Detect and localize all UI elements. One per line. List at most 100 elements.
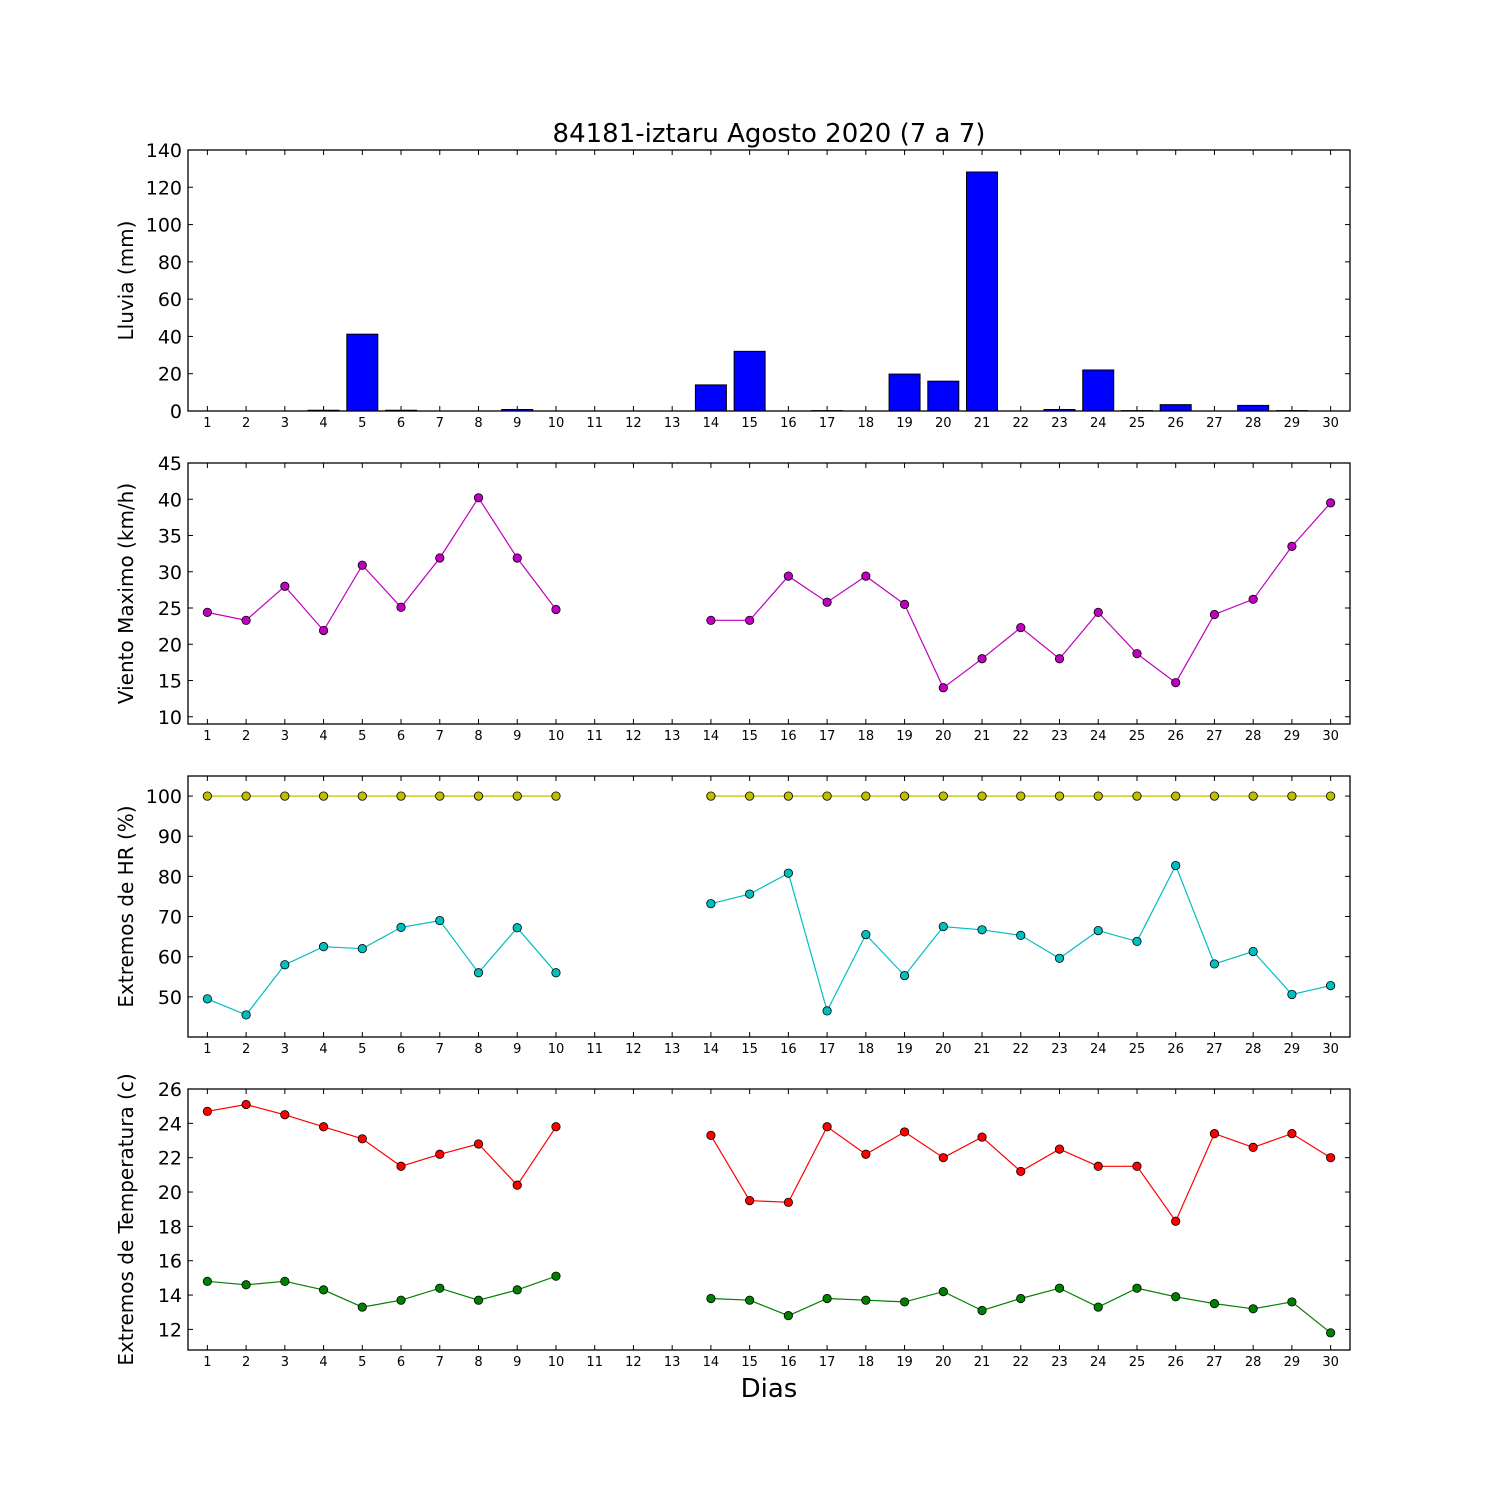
data-point xyxy=(435,553,445,563)
x-tick-label: 2 xyxy=(242,1355,250,1370)
x-tick-label: 30 xyxy=(1322,1355,1339,1370)
data-point xyxy=(899,599,910,609)
x-tick-label: 4 xyxy=(319,416,327,431)
data-point xyxy=(745,1295,755,1305)
data-point xyxy=(706,615,716,625)
data-point xyxy=(241,791,251,801)
x-tick-label: 8 xyxy=(474,416,482,431)
x-tick-label: 21 xyxy=(974,1042,991,1057)
x-axis-label: Dias xyxy=(741,1374,798,1404)
data-point xyxy=(280,960,290,970)
x-tick-label: 19 xyxy=(896,729,913,744)
data-point xyxy=(706,899,716,909)
x-tick-label: 3 xyxy=(281,1042,289,1057)
y-tick-label: 140 xyxy=(146,140,182,162)
data-point xyxy=(899,1127,910,1137)
data-point xyxy=(318,791,329,801)
data-point xyxy=(861,571,871,581)
data-point xyxy=(241,1010,251,1020)
data-point xyxy=(1132,936,1142,947)
x-tick-label: 6 xyxy=(397,1355,405,1370)
x-tick-label: 11 xyxy=(586,729,603,744)
x-tick-label: 7 xyxy=(436,1042,444,1057)
data-point xyxy=(1287,1129,1297,1139)
x-tick-label: 17 xyxy=(819,1042,836,1057)
data-point xyxy=(1093,925,1103,936)
data-point xyxy=(1054,654,1065,664)
x-tick-label: 17 xyxy=(819,729,836,744)
data-point xyxy=(745,1196,755,1206)
bar xyxy=(385,409,418,412)
y-axis-label: Lluvia (mm) xyxy=(114,221,138,341)
plot-frame xyxy=(187,149,1351,412)
data-point xyxy=(977,654,987,664)
bar xyxy=(1237,404,1270,412)
x-tick-label: 28 xyxy=(1245,729,1262,744)
bar xyxy=(501,409,534,412)
data-point xyxy=(1248,594,1258,604)
x-tick-label: 8 xyxy=(474,1355,482,1370)
x-tick-label: 14 xyxy=(703,729,720,744)
data-point xyxy=(861,791,871,801)
y-tick-label: 35 xyxy=(158,526,182,548)
y-tick-label: 30 xyxy=(158,562,182,584)
x-tick-label: 24 xyxy=(1090,416,1107,431)
data-point xyxy=(938,1153,948,1163)
y-axis-label: Viento Maximo (km/h) xyxy=(114,483,138,704)
x-tick-label: 3 xyxy=(281,416,289,431)
data-point xyxy=(822,597,832,607)
data-point xyxy=(435,1149,445,1159)
x-tick-label: 25 xyxy=(1129,1042,1146,1057)
data-point xyxy=(745,791,755,801)
data-point xyxy=(551,968,561,978)
x-tick-label: 10 xyxy=(548,729,565,744)
data-point xyxy=(1093,607,1103,617)
x-tick-label: 11 xyxy=(586,1355,603,1370)
x-tick-label: 26 xyxy=(1167,1042,1184,1057)
x-tick-label: 3 xyxy=(281,729,289,744)
x-tick-label: 6 xyxy=(397,729,405,744)
x-tick-label: 14 xyxy=(703,1355,720,1370)
data-point xyxy=(396,602,406,612)
x-tick-label: 8 xyxy=(474,729,482,744)
x-tick-label: 27 xyxy=(1206,1042,1223,1057)
y-tick-label: 60 xyxy=(158,289,182,311)
x-tick-label: 5 xyxy=(358,416,366,431)
data-point xyxy=(435,1283,445,1293)
x-tick-label: 2 xyxy=(242,1042,250,1057)
data-point xyxy=(241,615,251,625)
bar xyxy=(346,333,379,412)
data-point xyxy=(783,1311,793,1321)
data-point xyxy=(1209,791,1220,801)
data-point xyxy=(280,791,290,801)
data-point xyxy=(512,1285,522,1295)
data-point xyxy=(280,581,290,591)
y-tick-label: 120 xyxy=(146,177,182,199)
x-tick-label: 23 xyxy=(1051,1355,1068,1370)
data-point xyxy=(473,1139,484,1149)
x-tick-label: 18 xyxy=(858,416,875,431)
x-tick-label: 5 xyxy=(358,1042,366,1057)
x-tick-label: 24 xyxy=(1090,1355,1107,1370)
x-tick-label: 29 xyxy=(1284,729,1301,744)
y-tick-label: 25 xyxy=(158,598,182,620)
data-point xyxy=(1054,791,1065,801)
y-axis-label: Extremos de Temperatura (c) xyxy=(114,1073,138,1365)
data-point xyxy=(473,1295,484,1305)
y-tick-label: 80 xyxy=(158,252,182,274)
data-point xyxy=(1016,1293,1026,1304)
x-tick-label: 22 xyxy=(1012,1355,1029,1370)
y-tick-label: 40 xyxy=(158,326,182,348)
x-tick-label: 4 xyxy=(319,1042,327,1057)
y-tick-label: 14 xyxy=(158,1285,182,1307)
data-point xyxy=(512,791,522,801)
data-point xyxy=(1054,1283,1065,1293)
data-point xyxy=(822,1006,832,1016)
data-point xyxy=(1016,930,1026,941)
data-point xyxy=(473,493,484,503)
x-tick-label: 22 xyxy=(1012,1042,1029,1057)
data-point xyxy=(861,1149,871,1159)
x-tick-label: 11 xyxy=(586,416,603,431)
